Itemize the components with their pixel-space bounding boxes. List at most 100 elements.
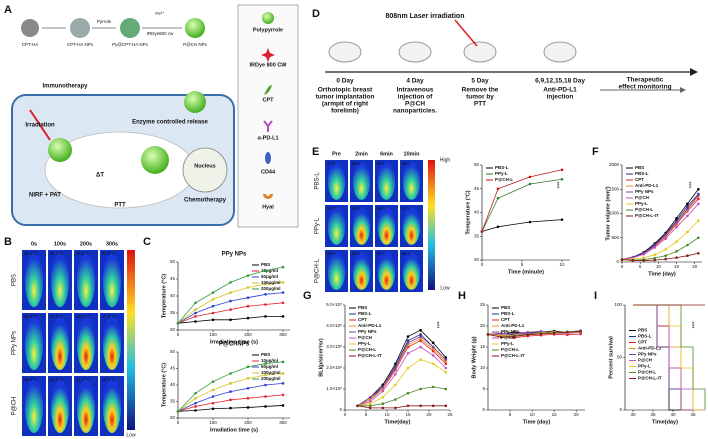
legend-label: P@CH [635, 195, 649, 200]
data-point [381, 385, 385, 389]
group-label: P@CH-L [315, 258, 321, 283]
series-line [621, 252, 699, 261]
data-point [686, 254, 689, 257]
legend-label: PBS [358, 305, 367, 310]
data-point [246, 387, 250, 390]
data-point [686, 243, 689, 247]
data-point [246, 396, 250, 400]
data-point [368, 406, 372, 410]
series-line [481, 169, 563, 232]
significance: *** [693, 321, 699, 329]
data-point [406, 339, 410, 343]
event-label: tumor by [466, 94, 494, 101]
mouse-heat [50, 253, 70, 307]
data-point [229, 382, 232, 385]
data-point [675, 220, 678, 224]
temp-label: 35.4°C [50, 251, 65, 256]
chart-title: P@CHNPs [219, 342, 250, 348]
data-point [444, 370, 448, 374]
data-point [194, 409, 197, 412]
y-tick-label: 0 [482, 407, 485, 412]
x-tick-label: 15 [674, 264, 680, 269]
legend-label: Hyal [262, 204, 274, 210]
group-label: P@CH [12, 397, 18, 416]
data-point [664, 254, 667, 257]
y-tick-label: 30 [474, 257, 480, 262]
legend-label: Anti-PD-L1 [638, 346, 662, 351]
temp-label: 46.1°C [102, 377, 117, 382]
legend-label: CD44 [261, 169, 276, 175]
x-tick-label: 10 [656, 264, 662, 269]
legend-label: PBS-L [638, 334, 652, 339]
series-line [357, 338, 447, 407]
x-tick-label: 15 [405, 412, 411, 417]
data-point [394, 406, 397, 410]
legend-label: CPT [638, 340, 647, 345]
data-point [686, 214, 689, 218]
data-point [444, 387, 448, 391]
legend-label: CPT [263, 97, 275, 103]
data-point [211, 311, 215, 315]
data-point [194, 391, 197, 395]
data-point [431, 349, 435, 353]
mouse-heat [402, 207, 421, 245]
legend-label: P@CH [638, 358, 652, 363]
data-point [552, 331, 556, 335]
legend-label: Polypyrrole [253, 27, 283, 33]
mouse-heat [327, 207, 346, 245]
x-axis-label: Irradiation time (s) [210, 427, 258, 433]
data-point [444, 366, 448, 370]
data-point [419, 387, 422, 391]
temp-label: 36.8 [327, 251, 336, 256]
y-tick-label: 0 [339, 407, 342, 412]
y-axis-label: Temperature (°C) [161, 274, 167, 318]
data-point [368, 402, 372, 406]
temp-label: 42.2°C [50, 314, 65, 319]
x-tick-label: 15 [552, 412, 558, 417]
data-point [539, 332, 543, 336]
data-point [194, 405, 197, 408]
y-tick-label: 50 [617, 355, 623, 360]
data-point [499, 331, 503, 335]
mouse-heat [377, 252, 396, 290]
legend-label: PPy-L [358, 341, 371, 346]
legend-label: IRDye 800 CW [250, 62, 288, 68]
mouse-heat [377, 207, 396, 245]
schematic-note: Chemotherapy [184, 198, 227, 204]
data-point [496, 225, 500, 229]
data-point [675, 250, 678, 253]
schematic-note: NIRF + PAT [29, 193, 61, 199]
data-point [631, 259, 635, 262]
y-tick-label: 1000 [609, 211, 620, 216]
temp-label: 36.6 [352, 161, 361, 166]
y-axis-label: Temperature (°C) [161, 363, 167, 407]
legend-label: P@CH-L [501, 347, 519, 352]
legend-label: P@CH-L [638, 370, 656, 375]
scale-label: Low [440, 285, 450, 291]
x-tick-label: 5 [509, 412, 512, 417]
series-line [487, 330, 581, 338]
y-tick-label: 50 [170, 349, 176, 354]
y-axis-label: Body Weight (g) [471, 336, 477, 378]
time-label: 100s [54, 241, 66, 247]
y-tick-label: 50 [170, 259, 176, 264]
x-tick-label: 35 [650, 412, 656, 417]
data-point [264, 269, 267, 272]
x-tick-label: 0 [177, 332, 180, 337]
event-label: tumor implantation [316, 94, 375, 101]
data-point [394, 398, 397, 401]
y-tick-label: 35 [170, 399, 176, 404]
significance: *** [558, 181, 564, 189]
y-tick-label: 100 [614, 302, 622, 307]
data-point [229, 308, 232, 311]
event-label: forelimb) [331, 108, 359, 115]
data-point [419, 339, 422, 343]
schematic-note: ΔT [96, 173, 104, 179]
day-label: 4 Day [406, 78, 424, 85]
x-tick-label: 200 [244, 332, 252, 337]
temp-label: 38.0 [402, 161, 411, 166]
data-point [675, 217, 678, 220]
data-point [686, 207, 689, 210]
data-point [513, 335, 516, 338]
temp-label: 47.2 [402, 206, 411, 211]
